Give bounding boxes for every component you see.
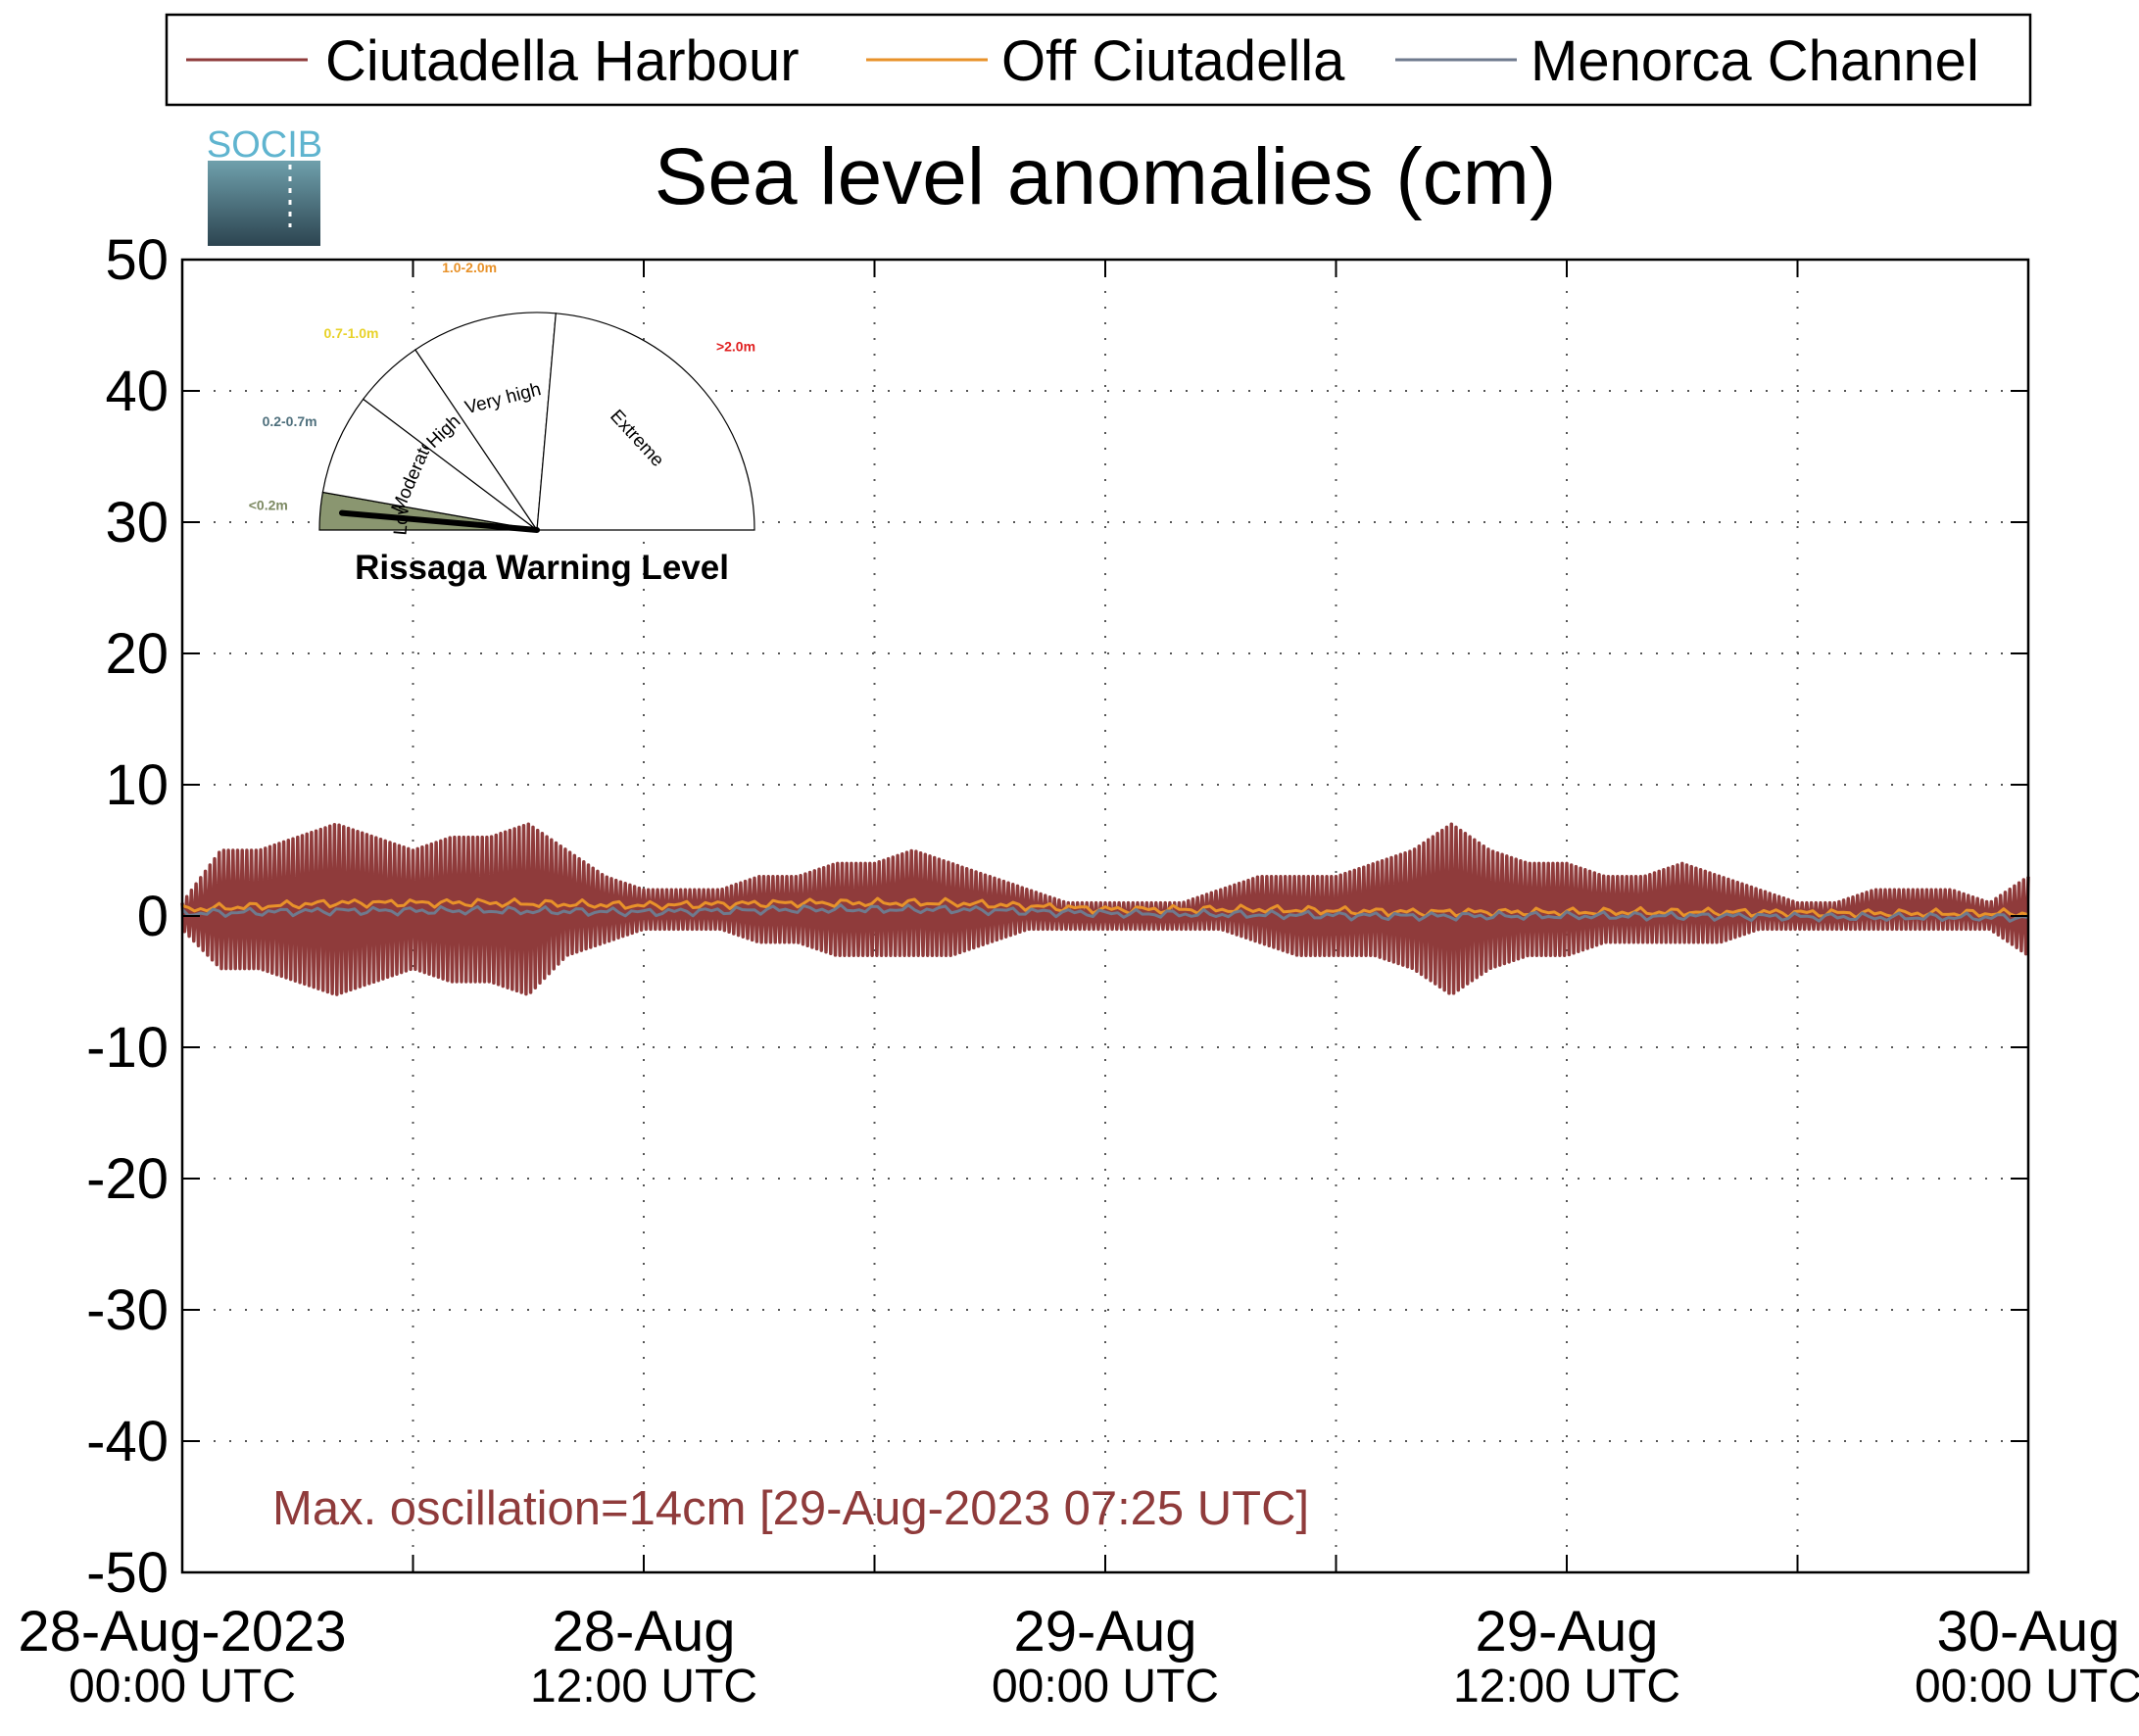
logo-text: SOCIB [207,124,322,166]
plot-frame [180,258,2030,1574]
series-line-ciutadella-harbour [180,822,2030,996]
x-tick-label: 28-Aug-2023 [18,1600,346,1664]
gauge-sector [321,398,538,531]
gauge-range-label: <0.2m [249,498,288,513]
x-tick-label: 28-Aug [552,1600,735,1664]
x-tick-label-time: 00:00 UTC [69,1661,296,1712]
gauge-range-label: 0.7-1.0m [323,325,378,341]
y-tick-label: 40 [105,360,169,423]
gauge-needle [339,509,540,533]
y-tick-label: -10 [86,1016,169,1080]
legend-box [165,13,2032,107]
y-tick-label: -50 [86,1541,169,1605]
socib-logo: SOCIB [207,124,322,246]
x-tick-label-time: 12:00 UTC [530,1661,757,1712]
legend: Ciutadella Harbour Off Ciutadella Menorc… [165,13,2032,107]
x-tick-label: 29-Aug [1013,1600,1196,1664]
gauge-sector [414,312,557,532]
gauge-range-label: 0.2-0.7m [263,413,317,429]
y-tick-label: -40 [86,1410,169,1473]
y-tick-label: -20 [86,1147,169,1211]
gauge-sector [536,313,755,531]
legend-label-ciutadella-harbour: Ciutadella Harbour [325,29,800,93]
chart-title: Sea level anomalies (cm) [655,132,1557,221]
gauge-range-label: 1.0-2.0m [442,260,497,275]
y-tick-label: -30 [86,1278,169,1342]
y-tick-label: 20 [105,622,169,686]
rissaga-gauge: Low<0.2mModerate0.2-0.7mHigh0.7-1.0mVery… [249,260,755,587]
legend-label-menorca-channel: Menorca Channel [1531,29,1979,93]
x-tick-label: 30-Aug [1936,1600,2119,1664]
y-tick-label: 0 [137,885,169,948]
y-tick-label: 30 [105,491,169,555]
gauge-title: Rissaga Warning Level [355,549,729,587]
series-line-menorca-channel [180,903,2029,923]
legend-label-off-ciutadella: Off Ciutadella [1001,29,1345,93]
series-layer [180,822,2030,996]
x-tick-label-time: 00:00 UTC [1915,1661,2139,1712]
logo-block [208,161,320,246]
x-tick-label: 29-Aug [1475,1600,1658,1664]
y-tick-label: 10 [105,753,169,817]
gauge-range-label: >2.0m [716,339,755,355]
x-tick-label-time: 00:00 UTC [992,1661,1219,1712]
y-tick-label: 50 [105,228,169,292]
axes: 50403020100-10-20-30-40-5028-Aug-202300:… [18,228,2139,1712]
x-tick-label-time: 12:00 UTC [1453,1661,1680,1712]
max-oscillation-annotation: Max. oscillation=14cm [29-Aug-2023 07:25… [272,1482,1309,1535]
